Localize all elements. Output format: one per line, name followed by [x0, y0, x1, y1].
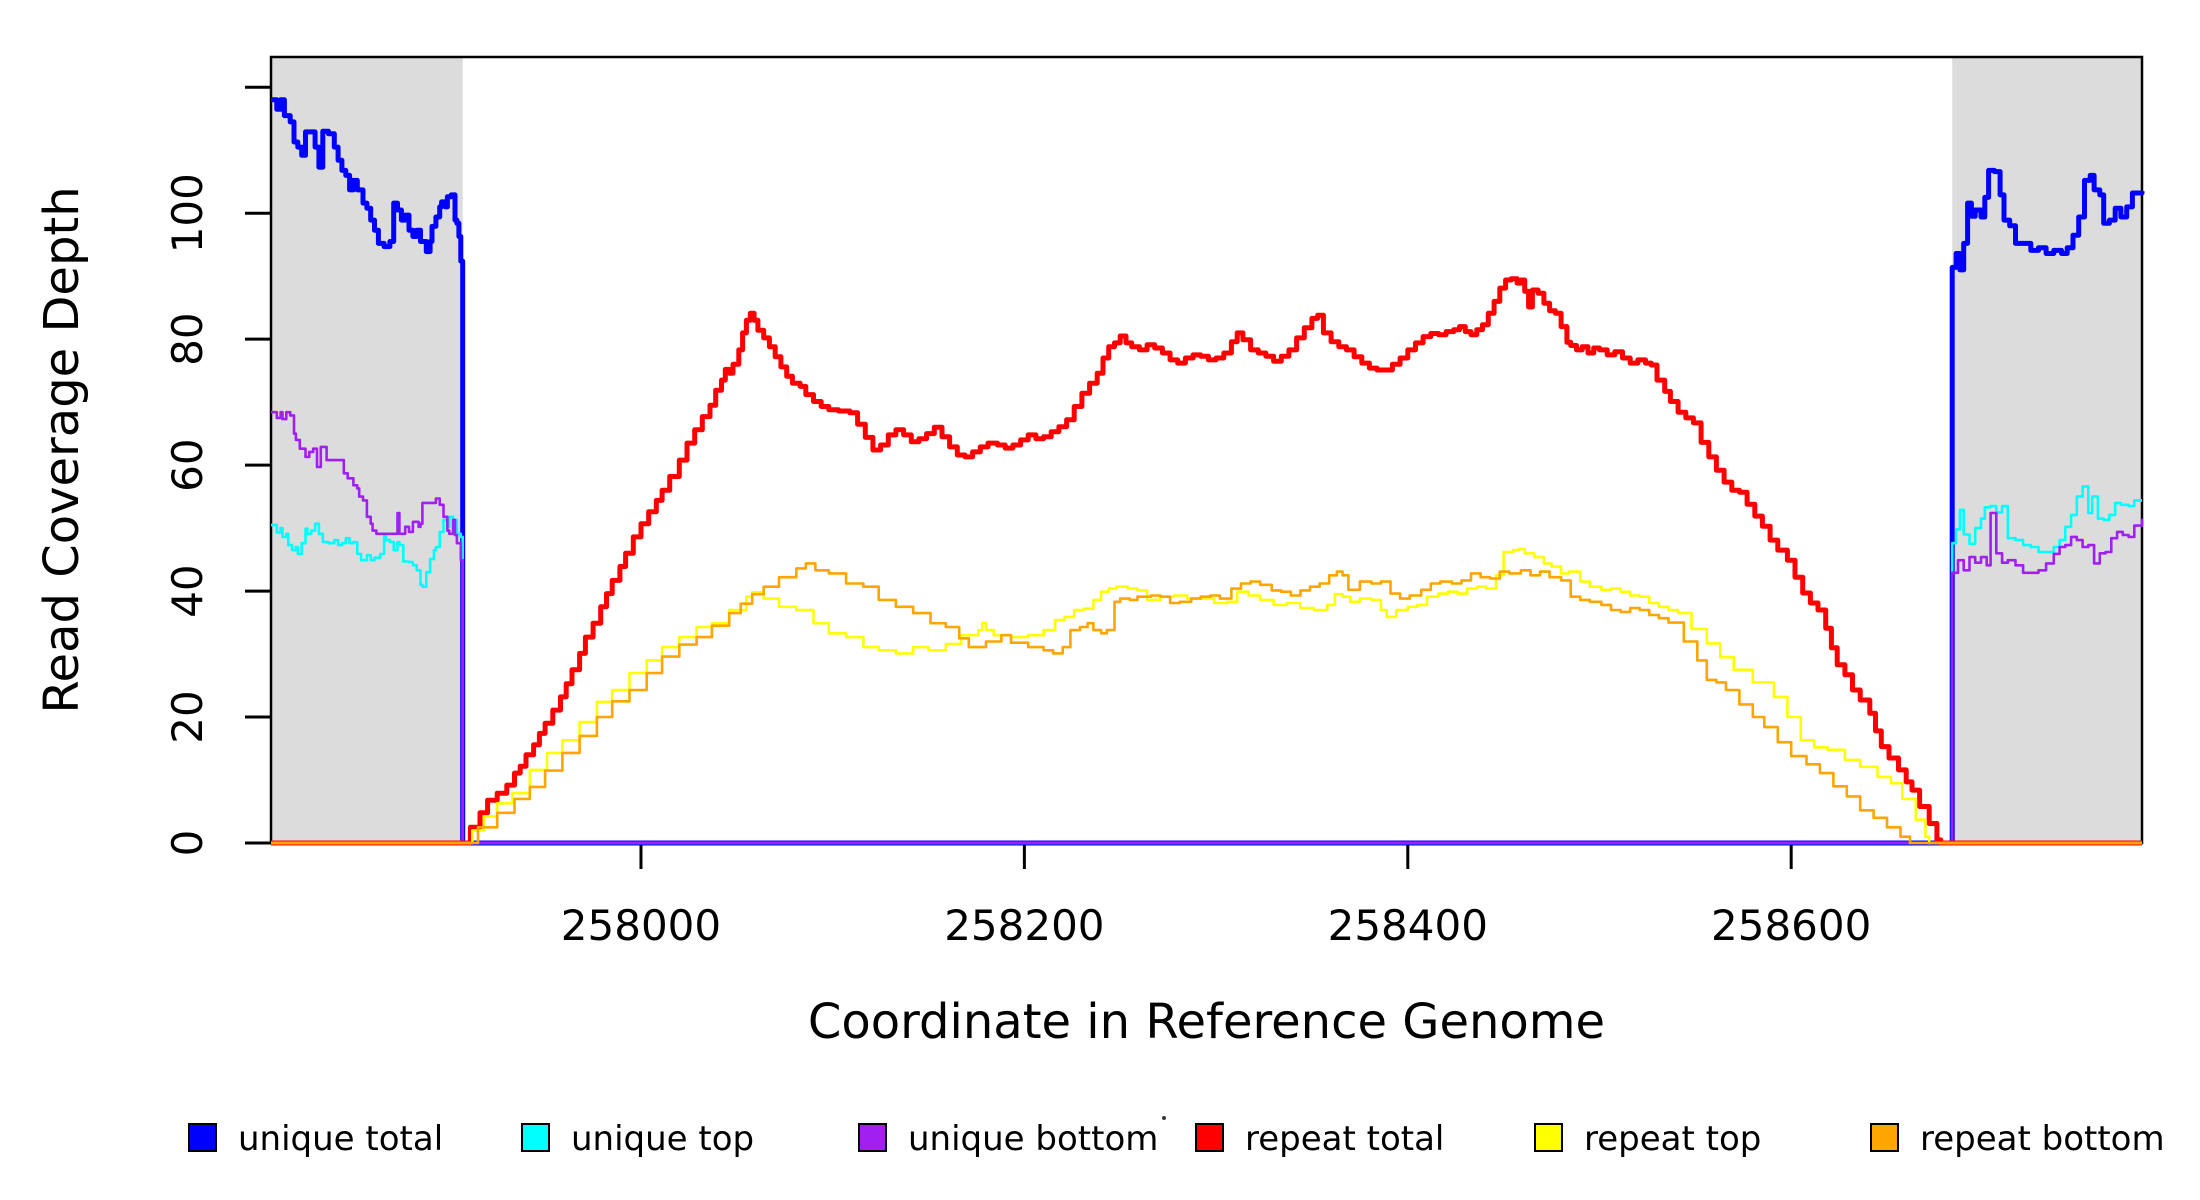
legend-swatch — [1534, 1123, 1563, 1152]
y-tick-label: 0 — [163, 830, 212, 857]
shaded-regions — [271, 57, 2142, 843]
legend-item-repeat-bottom: repeat bottom — [1870, 1119, 2165, 1159]
series-unique-top — [271, 485, 2142, 845]
legend-label: unique top — [571, 1119, 754, 1159]
y-tick-label: 100 — [163, 173, 212, 253]
legend-item-unique-total: unique total — [188, 1119, 443, 1159]
y-tick-label: 80 — [163, 312, 212, 365]
series-unique-total — [271, 97, 2145, 846]
legend-label: unique bottom — [908, 1119, 1158, 1159]
legend-swatch — [1195, 1123, 1224, 1152]
legend-label: unique total — [238, 1119, 443, 1159]
legend-label: repeat bottom — [1920, 1119, 2165, 1159]
y-axis: 0 20 40 60 80 100 — [163, 85, 271, 857]
legend-swatch — [1870, 1123, 1899, 1152]
legend-item-repeat-top: repeat top — [1534, 1119, 1761, 1159]
legend: unique total unique top unique bottom repea… — [188, 1119, 2165, 1159]
x-axis-title: Coordinate in Reference Genome — [808, 994, 1605, 1050]
x-tick-label: 258200 — [944, 901, 1104, 950]
y-tick-label: 60 — [163, 438, 212, 491]
series-repeat-bottom — [271, 562, 2142, 845]
legend-swatch — [521, 1123, 550, 1152]
stray-mark-dot — [1162, 1116, 1166, 1120]
unique-flank-right — [1952, 57, 2142, 843]
legend-item-unique-top: unique top — [521, 1119, 754, 1159]
y-axis-title: Read Coverage Depth — [34, 186, 90, 713]
legend-item-unique-bottom: unique bottom — [858, 1119, 1158, 1159]
y-tick-label: 20 — [163, 690, 212, 743]
legend-item-repeat-total: repeat total — [1195, 1119, 1444, 1159]
series-repeat-total — [271, 276, 2142, 846]
unique-flank-left — [271, 57, 463, 843]
x-axis: 258000 258200 258400 258600 — [561, 843, 1871, 950]
x-tick-label: 258400 — [1328, 901, 1488, 950]
series-unique-bottom — [271, 410, 2144, 845]
legend-swatch — [858, 1123, 887, 1152]
y-tick-label: 40 — [163, 564, 212, 617]
x-tick-label: 258000 — [561, 901, 721, 950]
legend-label: repeat top — [1584, 1119, 1761, 1159]
x-tick-label: 258600 — [1711, 901, 1871, 950]
legend-label: repeat total — [1245, 1119, 1444, 1159]
legend-swatch — [188, 1123, 217, 1152]
series-layer — [271, 97, 2145, 846]
